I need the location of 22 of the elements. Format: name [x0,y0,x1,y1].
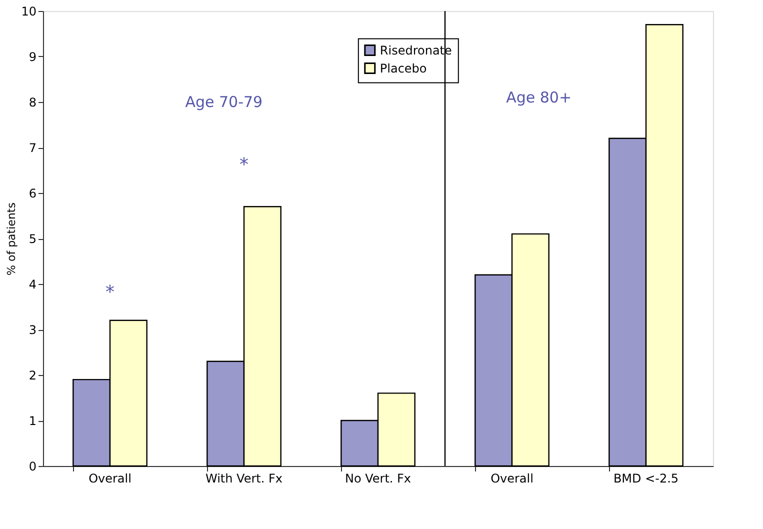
annotation: * [240,154,248,176]
y-tick-label: 8 [28,96,36,110]
annotation: Age 80+ [506,88,572,106]
annotation: Age 70-79 [185,93,263,111]
y-tick-label: 4 [28,278,36,292]
y-tick-label: 7 [28,141,36,155]
x-tick-label: No Vert. Fx [344,472,412,486]
y-tick-label: 9 [28,50,36,64]
y-tick-label: 1 [28,414,36,428]
legend-label: Placebo [380,61,427,76]
x-tick-label: BMD <-2.5 [613,472,679,486]
x-tick-label: Overall [490,472,534,486]
y-axis-title: % of patients [5,202,18,276]
y-tick-label: 0 [28,460,36,474]
annotation: * [106,282,114,304]
x-tick-label: Overall [88,472,132,486]
x-tick-label: With Vert. Fx [206,472,282,486]
y-tick-label: 5 [28,232,36,246]
y-tick-label: 2 [28,368,36,382]
y-tick-label: 10 [21,4,36,18]
y-tick-label: 3 [28,323,36,337]
y-tick-label: 6 [28,186,36,200]
